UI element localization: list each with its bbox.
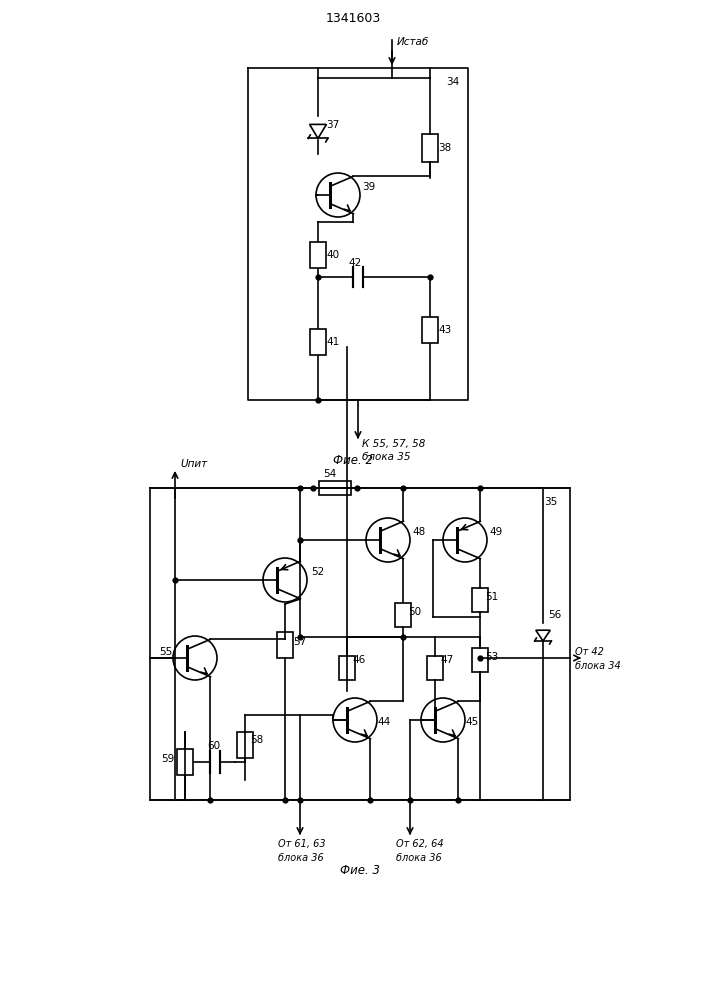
Text: 41: 41 bbox=[326, 337, 339, 347]
Bar bbox=[422, 317, 438, 343]
Text: 39: 39 bbox=[362, 182, 375, 192]
Text: Uпит: Uпит bbox=[180, 459, 207, 469]
Text: блока 35: блока 35 bbox=[362, 452, 411, 462]
Text: Фие. 2: Фие. 2 bbox=[333, 454, 373, 466]
Bar bbox=[310, 329, 326, 355]
Text: От 42: От 42 bbox=[575, 647, 604, 657]
Bar bbox=[427, 656, 443, 680]
Bar bbox=[177, 749, 193, 775]
Text: 58: 58 bbox=[250, 735, 263, 745]
Text: 51: 51 bbox=[485, 592, 498, 602]
Text: 1341603: 1341603 bbox=[325, 11, 380, 24]
Text: К 55, 57, 58: К 55, 57, 58 bbox=[362, 439, 426, 449]
Text: 60: 60 bbox=[207, 741, 220, 751]
Text: 38: 38 bbox=[438, 143, 451, 153]
Bar bbox=[472, 588, 488, 612]
Bar bbox=[237, 732, 253, 758]
Text: блока 34: блока 34 bbox=[575, 661, 621, 671]
Text: 56: 56 bbox=[548, 610, 561, 620]
Text: 54: 54 bbox=[323, 469, 337, 479]
Text: 53: 53 bbox=[485, 652, 498, 662]
Text: Истаб: Истаб bbox=[397, 37, 429, 47]
Text: блока 36: блока 36 bbox=[396, 853, 442, 863]
Bar bbox=[422, 134, 438, 162]
Text: 59: 59 bbox=[161, 754, 174, 764]
Bar bbox=[277, 632, 293, 658]
Text: 49: 49 bbox=[489, 527, 502, 537]
Text: От 61, 63: От 61, 63 bbox=[278, 839, 326, 849]
Text: 34: 34 bbox=[446, 77, 460, 87]
Text: 35: 35 bbox=[544, 497, 557, 507]
Text: 44: 44 bbox=[377, 717, 390, 727]
Text: 43: 43 bbox=[438, 325, 451, 335]
Text: От 62, 64: От 62, 64 bbox=[396, 839, 443, 849]
Bar bbox=[472, 648, 488, 672]
Text: 47: 47 bbox=[440, 655, 453, 665]
Text: 48: 48 bbox=[412, 527, 425, 537]
Text: 50: 50 bbox=[408, 607, 421, 617]
Bar bbox=[395, 603, 411, 627]
Text: блока 36: блока 36 bbox=[278, 853, 324, 863]
Text: 37: 37 bbox=[326, 120, 339, 130]
Text: 55: 55 bbox=[159, 647, 173, 657]
Text: 42: 42 bbox=[348, 258, 361, 268]
Bar bbox=[319, 481, 351, 495]
Text: 46: 46 bbox=[352, 655, 366, 665]
Text: 40: 40 bbox=[326, 250, 339, 260]
Bar bbox=[310, 242, 326, 268]
Text: 52: 52 bbox=[311, 567, 325, 577]
Bar bbox=[339, 656, 355, 680]
Text: Фие. 3: Фие. 3 bbox=[340, 863, 380, 876]
Text: 57: 57 bbox=[293, 637, 306, 647]
Text: 45: 45 bbox=[465, 717, 478, 727]
